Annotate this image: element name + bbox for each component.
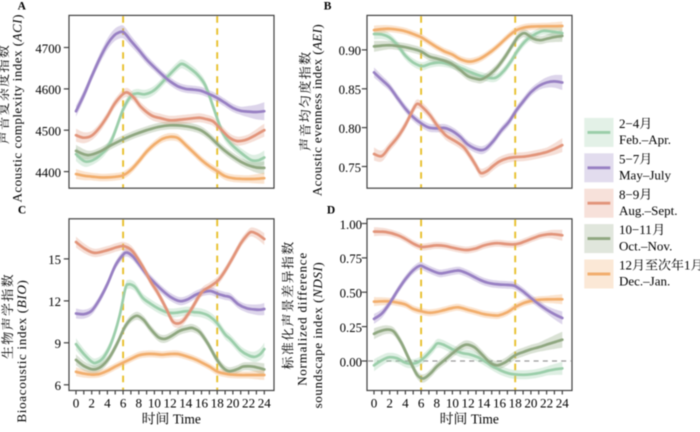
svg-text:10: 10 — [148, 395, 162, 410]
svg-text:2: 2 — [88, 395, 95, 410]
svg-text:B: B — [324, 0, 332, 12]
svg-text:14: 14 — [477, 395, 491, 410]
svg-text:0.75: 0.75 — [339, 161, 361, 175]
svg-text:Aug.–Sept.: Aug.–Sept. — [619, 203, 678, 218]
svg-text:6: 6 — [55, 379, 62, 393]
svg-text:6: 6 — [418, 395, 425, 410]
svg-text:20: 20 — [524, 395, 538, 410]
svg-text:20: 20 — [226, 395, 240, 410]
svg-text:0: 0 — [73, 395, 80, 410]
svg-text:D: D — [327, 205, 335, 217]
svg-text:9: 9 — [55, 337, 61, 351]
svg-text:9: 9 — [633, 187, 640, 202]
svg-text:8−: 8− — [619, 187, 633, 202]
svg-text:5−: 5− — [619, 151, 633, 166]
svg-text:Oct.–Nov.: Oct.–Nov. — [619, 238, 672, 253]
svg-text:soundscape index (NDSI): soundscape index (NDSI) — [310, 262, 325, 409]
svg-text:Acoustic complexity index (ACI: Acoustic complexity index (ACI) — [9, 14, 24, 202]
svg-text:0.00: 0.00 — [340, 355, 362, 369]
svg-text:Normalized difference: Normalized difference — [295, 252, 310, 386]
svg-text:4500: 4500 — [35, 125, 61, 139]
svg-text:Dec.–Jan.: Dec.–Jan. — [619, 274, 670, 289]
svg-text:12: 12 — [48, 295, 61, 309]
svg-text:12: 12 — [619, 258, 632, 273]
svg-text:0.50: 0.50 — [340, 287, 362, 301]
svg-text:12: 12 — [462, 395, 475, 410]
svg-text:15: 15 — [48, 253, 61, 267]
svg-text:0.80: 0.80 — [339, 122, 361, 136]
svg-text:Time: Time — [173, 411, 201, 426]
svg-text:18: 18 — [509, 395, 523, 410]
svg-text:2: 2 — [386, 395, 393, 410]
svg-text:Acoustic evenness index (AEI): Acoustic evenness index (AEI) — [310, 24, 325, 196]
svg-text:11: 11 — [639, 222, 652, 237]
svg-text:14: 14 — [179, 395, 193, 410]
svg-text:22: 22 — [540, 395, 553, 410]
svg-text:7: 7 — [633, 151, 640, 166]
svg-text:24: 24 — [258, 395, 272, 410]
svg-text:4: 4 — [104, 395, 111, 410]
svg-text:24: 24 — [556, 395, 570, 410]
svg-text:C: C — [18, 205, 26, 217]
svg-text:Bioacoustic index (BIO): Bioacoustic index (BIO) — [14, 279, 29, 422]
svg-text:4400: 4400 — [35, 166, 61, 180]
svg-text:4: 4 — [633, 116, 640, 131]
svg-text:0: 0 — [371, 395, 378, 410]
svg-text:Time: Time — [471, 411, 499, 426]
svg-text:1.00: 1.00 — [340, 218, 362, 232]
svg-text:4700: 4700 — [35, 42, 61, 56]
svg-text:8: 8 — [434, 395, 441, 410]
svg-text:1: 1 — [684, 258, 691, 273]
svg-text:18: 18 — [211, 395, 225, 410]
svg-text:6: 6 — [120, 395, 127, 410]
svg-text:0.25: 0.25 — [340, 321, 362, 335]
svg-text:16: 16 — [195, 395, 209, 410]
svg-text:10−: 10− — [619, 222, 639, 237]
svg-text:2−: 2− — [619, 116, 633, 131]
svg-text:4: 4 — [402, 395, 409, 410]
svg-text:0.85: 0.85 — [339, 83, 361, 97]
svg-text:8: 8 — [136, 395, 143, 410]
svg-text:Feb.–Apr.: Feb.–Apr. — [619, 132, 671, 147]
svg-text:A: A — [18, 0, 27, 12]
svg-text:0.75: 0.75 — [340, 252, 362, 266]
svg-text:22: 22 — [242, 395, 255, 410]
svg-text:4600: 4600 — [35, 83, 61, 97]
svg-text:12: 12 — [164, 395, 177, 410]
svg-text:10: 10 — [446, 395, 460, 410]
svg-text:May–July: May–July — [619, 168, 672, 183]
svg-text:0.90: 0.90 — [339, 44, 361, 58]
svg-text:16: 16 — [493, 395, 507, 410]
